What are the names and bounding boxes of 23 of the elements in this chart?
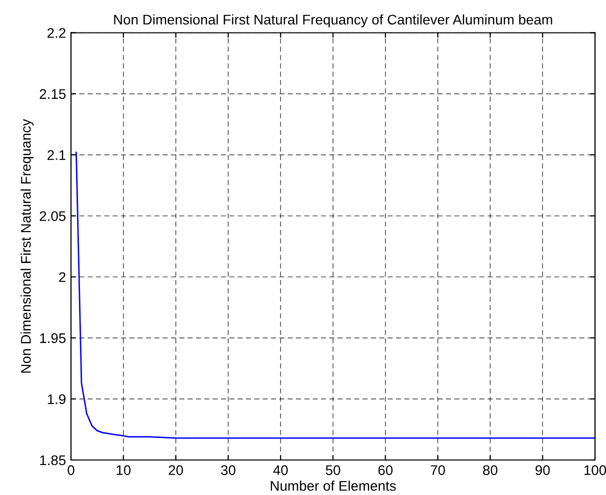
y-tick-label: 2.05 [40,211,66,222]
x-tick-label: 0 [68,465,74,476]
x-tick-label: 70 [430,465,445,476]
y-tick-label: 2 [59,272,66,282]
x-axis-title: Number of Elements [270,480,396,491]
x-tick-label: 50 [326,465,340,476]
x-tick-label: 80 [483,465,498,476]
y-tick-label: 1.95 [40,333,66,344]
y-tick-label: 2.2 [48,28,66,38]
chart-title: Non Dimensional First Natural Frequancy of Cantilever Aluminum beam [114,14,552,28]
y-axis-title: Non Dimensional First Natural Frequancy [20,119,34,373]
y-tick-label: 2.15 [40,89,66,99]
x-tick-label: 100 [584,465,606,476]
line-series [76,152,595,439]
x-tick-label: 60 [378,465,393,476]
x-tick-label: 90 [536,465,550,476]
x-tick-label: 40 [273,465,288,476]
y-tick-label: 2.1 [48,150,66,160]
x-tick-label: 10 [116,465,131,476]
y-tick-label: 1.9 [48,394,66,404]
y-tick-label: 1.85 [40,455,66,466]
x-tick-label: 30 [221,465,236,476]
x-tick-label: 20 [168,465,183,476]
